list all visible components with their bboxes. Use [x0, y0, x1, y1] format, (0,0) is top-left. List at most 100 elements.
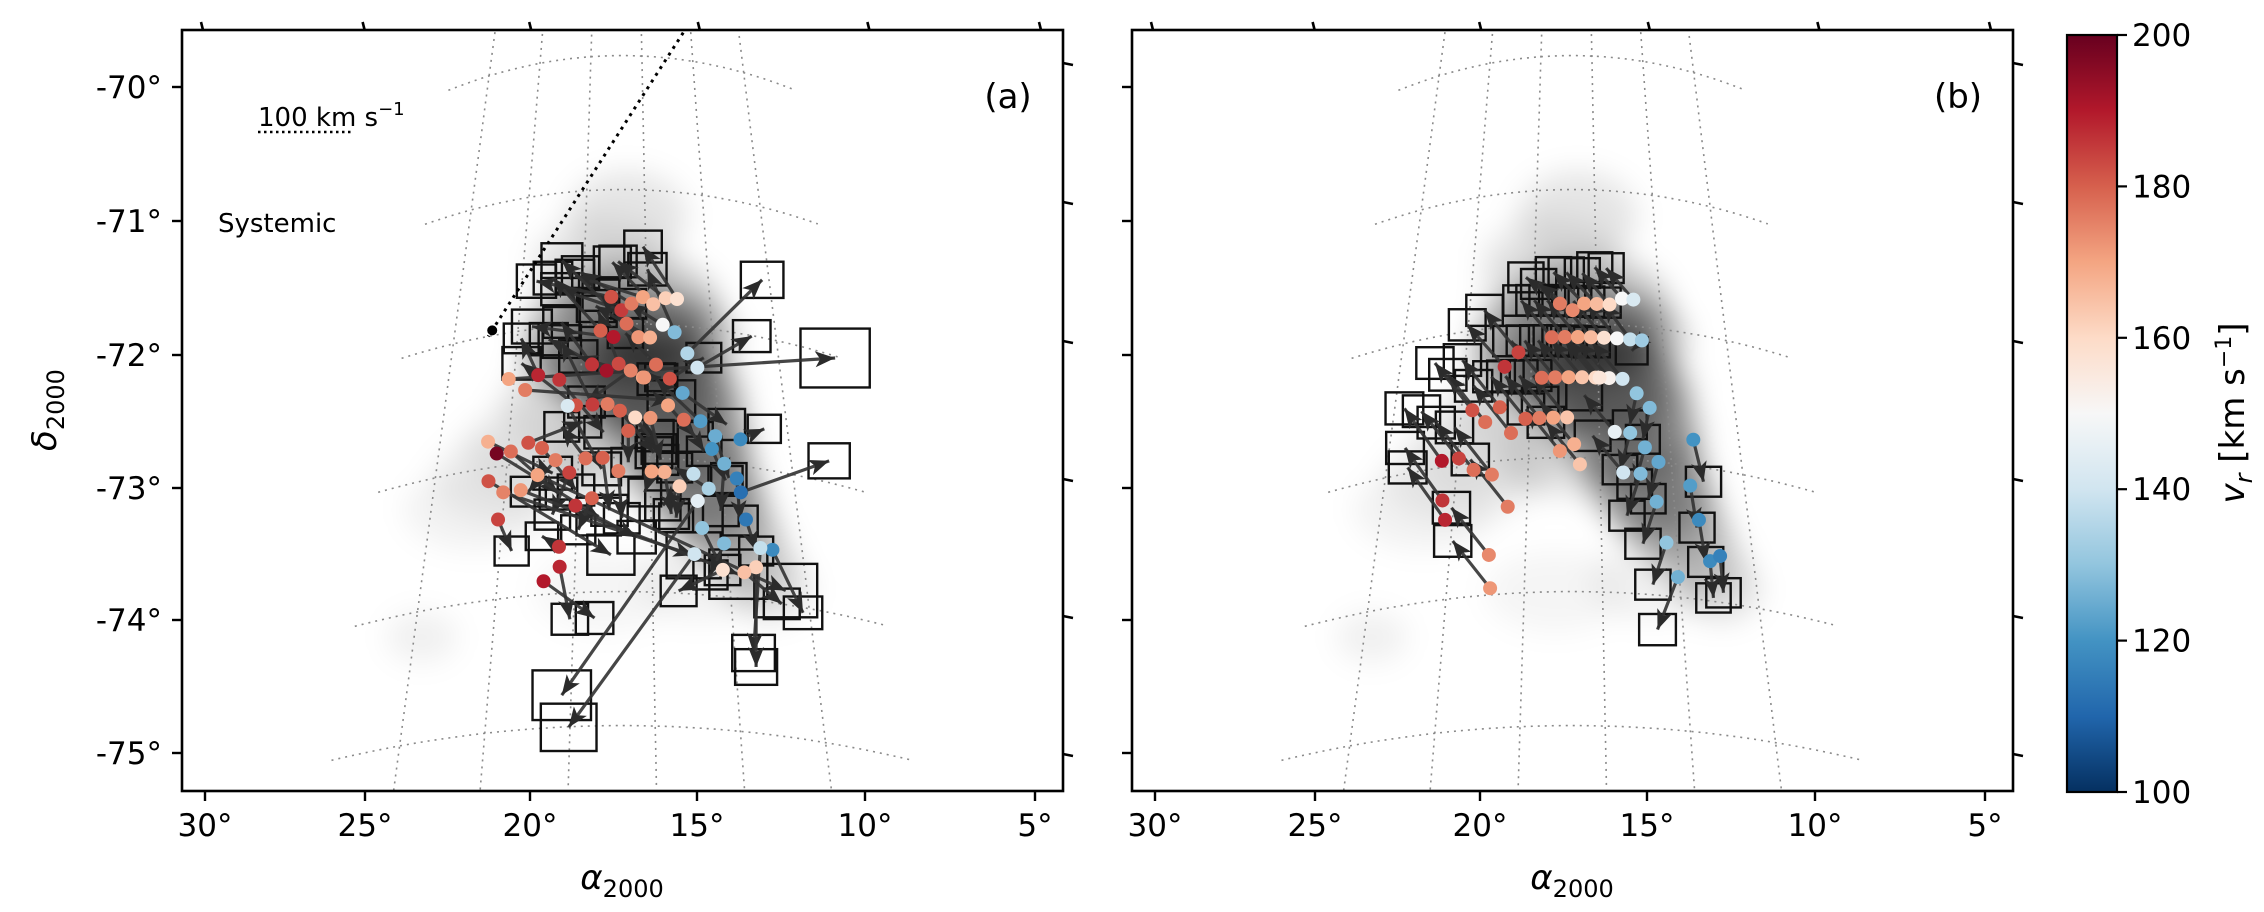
pm-arrowhead	[686, 430, 705, 452]
pm-arrowhead	[586, 383, 608, 403]
x-tick-top	[1311, 21, 1316, 31]
colorbar-ticks: 100 120 140 160 180 200	[2117, 18, 2191, 811]
y-tick-right	[1062, 200, 1074, 206]
data-point	[644, 464, 659, 479]
y-tick-label: -72°	[96, 338, 162, 374]
pm-arrowhead	[620, 442, 637, 463]
data-point	[600, 397, 615, 412]
data-point	[501, 372, 516, 387]
data-point	[1492, 400, 1507, 415]
error-box	[1507, 261, 1545, 294]
data-point	[578, 451, 593, 466]
pm-arrowhead	[1534, 300, 1554, 321]
pm-vector	[567, 553, 696, 729]
data-point	[489, 446, 504, 461]
pm-arrowhead	[1525, 277, 1547, 296]
data-point	[611, 356, 626, 371]
y-tick-right	[2012, 61, 2024, 67]
pm-arrowhead	[1566, 272, 1586, 293]
data-point	[1575, 370, 1590, 385]
density-blob	[1517, 171, 1638, 262]
data-point	[518, 383, 533, 398]
data-point	[1548, 370, 1563, 385]
pm-arrowhead	[1452, 540, 1472, 562]
pm-arrowhead	[1538, 284, 1560, 303]
y-tick-right	[2012, 200, 2024, 206]
scale-bar-label: 100 km s−1	[258, 99, 405, 133]
pm-arrowhead	[647, 269, 663, 291]
pm-arrowhead	[561, 260, 582, 281]
y-tick-label: -75°	[96, 736, 162, 772]
data-point	[749, 560, 764, 575]
ra-grid-line	[1639, 30, 1696, 791]
data-point	[1483, 581, 1498, 596]
x-tick-label: 5°	[1967, 808, 2002, 844]
y-tick-right	[2012, 477, 2024, 483]
data-point	[1610, 331, 1625, 346]
pm-arrowhead	[648, 438, 664, 460]
data-point	[1544, 330, 1559, 345]
dec-grid-line	[1398, 54, 1745, 92]
ra-grid-line	[1590, 30, 1608, 791]
data-point	[560, 398, 575, 413]
data-point	[1637, 440, 1652, 455]
data-point	[1614, 291, 1629, 306]
pm-arrowhead	[814, 351, 836, 368]
data-point	[568, 498, 583, 513]
data-point	[643, 410, 658, 425]
data-point	[1504, 426, 1519, 441]
data-point	[667, 325, 682, 340]
pm-arrowhead	[635, 432, 654, 453]
pm-arrowhead	[561, 322, 580, 344]
pm-arrowhead	[561, 341, 578, 363]
x-tick-top	[1987, 21, 1993, 31]
pm-arrowhead	[1641, 522, 1657, 544]
data-point	[675, 385, 690, 400]
data-point	[491, 512, 506, 527]
data-point	[1577, 296, 1592, 311]
x-tick-top	[199, 21, 205, 31]
ra-grid-line	[567, 30, 593, 791]
data-point	[1478, 415, 1493, 430]
error-box	[1427, 357, 1468, 392]
data-point	[481, 434, 496, 449]
data-point	[1642, 400, 1657, 415]
pm-arrowhead	[1553, 272, 1574, 292]
pm-arrowhead	[1505, 376, 1525, 397]
data-point	[1626, 292, 1641, 307]
colorbar-tick-label: 160	[2132, 321, 2191, 357]
x-tick-top	[1477, 21, 1483, 31]
pm-arrowhead	[1545, 422, 1565, 443]
data-point	[1615, 371, 1630, 386]
data-point	[1633, 466, 1648, 481]
data-point	[1534, 370, 1549, 385]
data-point	[676, 412, 691, 427]
data-point	[1602, 297, 1617, 312]
error-box	[586, 533, 636, 576]
pm-arrowhead	[662, 485, 683, 506]
x-tick-top	[1816, 21, 1821, 31]
error-box	[1432, 523, 1473, 558]
pm-arrowhead	[1551, 340, 1571, 361]
pm-arrowhead	[634, 417, 656, 436]
data-point	[1451, 451, 1466, 466]
data-point	[551, 539, 566, 554]
pm-arrowhead	[561, 674, 580, 696]
data-point	[1583, 330, 1598, 345]
data-point	[765, 542, 780, 557]
pm-arrowhead	[1594, 267, 1614, 288]
data-point	[687, 547, 702, 562]
x-tick-label: 15°	[670, 808, 725, 844]
x-tick-top	[1149, 21, 1155, 31]
pm-arrowhead	[1436, 422, 1455, 444]
dec-grid-line	[1327, 456, 1815, 494]
data-point	[585, 397, 600, 412]
pm-arrowhead	[612, 262, 632, 283]
data-point	[717, 456, 732, 471]
pm-vector	[686, 278, 764, 355]
data-point	[1607, 424, 1622, 439]
pm-vector	[525, 388, 672, 403]
dec-grid-line	[331, 724, 911, 762]
pm-arrowhead	[1625, 494, 1641, 516]
density-blob	[404, 469, 545, 550]
